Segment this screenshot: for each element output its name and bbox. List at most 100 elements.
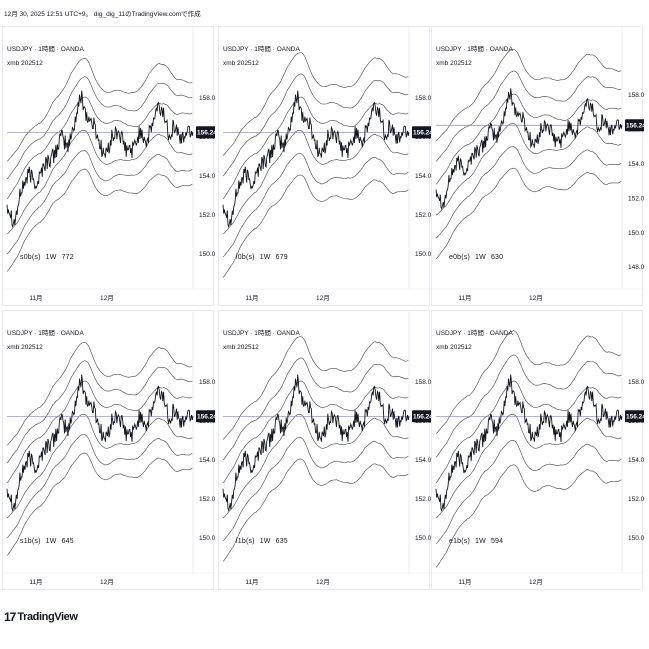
current-price-tag: 156.248 (412, 410, 431, 423)
chart-panel-top-left[interactable]: 158.000156.000154.000152.000150.000156.2… (2, 26, 215, 306)
chart-svg: 158.000156.000154.000152.000150.000156.2… (3, 311, 215, 586)
chart-panel-bottom-middle[interactable]: 158.000156.000154.000152.000150.000156.2… (218, 310, 431, 590)
price-series-line (222, 90, 410, 228)
symbol-label: USDJPY · 1時間 · OANDA (7, 330, 84, 337)
indicator-legend-part: 635 (275, 538, 288, 545)
current-price-tag: 156.248 (625, 410, 644, 423)
chart-panel-bottom-left[interactable]: 158.000156.000154.000152.000150.000156.2… (2, 310, 215, 590)
chart-panel-top-right[interactable]: 158.000156.000154.000152.000150.000148.0… (431, 26, 644, 306)
band-lines (222, 336, 409, 562)
y-tick-label: 150.000 (415, 251, 431, 258)
band-line-lower-1 (222, 413, 409, 519)
indicator-legend-part: 1W (45, 254, 57, 261)
y-tick-label: 152.000 (628, 195, 644, 202)
band-line-upper-3 (222, 52, 409, 156)
band-lines (6, 57, 193, 272)
band-line-lower-1 (6, 413, 193, 519)
current-price-tag: 156.248 (196, 410, 215, 423)
chart-panel-bottom-right[interactable]: 158.000156.000154.000152.000150.000156.2… (431, 310, 644, 590)
band-line-upper-3 (435, 49, 622, 141)
indicator-legend-part: 645 (61, 538, 74, 545)
symbol-label: USDJPY · 1時間 · OANDA (223, 46, 300, 53)
y-tick-label: 158.000 (415, 95, 431, 102)
indicator-legend-part: l1b(s) (236, 538, 255, 545)
indicator-legend-part: 679 (275, 254, 288, 261)
y-tick-label: 152.000 (628, 496, 644, 503)
tradingview-wordmark: TradingView (17, 611, 78, 623)
band-line-lower-3 (6, 168, 193, 272)
price-series-line (6, 374, 194, 512)
current-price-tag-label: 156.248 (626, 414, 644, 421)
y-tick-label: 158.000 (628, 379, 644, 386)
chart-svg: 158.000156.000154.000152.000150.000156.2… (219, 27, 431, 302)
indicator-legend: l0b(s) 1W 679 (236, 254, 293, 261)
y-tick-label: 154.000 (415, 457, 431, 464)
chart-svg: 158.000156.000154.000152.000150.000148.0… (432, 27, 644, 302)
indicator-legend-part: 772 (61, 254, 74, 261)
band-line-lower-3 (435, 464, 622, 568)
tradingview-logo-icon: 17 (4, 610, 16, 624)
y-tick-label: 154.000 (199, 457, 215, 464)
x-tick-label: 11月 (245, 578, 258, 586)
chart-panel-top-middle[interactable]: 158.000156.000154.000152.000150.000156.2… (218, 26, 431, 306)
band-line-upper-2 (435, 70, 622, 162)
y-tick-label: 154.000 (415, 173, 431, 180)
band-line-lower-3 (6, 452, 193, 556)
indicator-legend-part: s0b(s) (20, 254, 41, 261)
band-lines (435, 49, 622, 260)
y-tick-label: 154.000 (199, 173, 215, 180)
symbol-label: USDJPY · 1時間 · OANDA (7, 46, 84, 53)
band-line-upper-2 (435, 354, 622, 458)
x-tick-label: 12月 (529, 294, 543, 302)
band-line-upper-3 (6, 57, 193, 162)
y-tick-label: 152.000 (415, 212, 431, 219)
indicator-subtitle: xmb 202512 (223, 344, 259, 351)
x-tick-label: 12月 (316, 294, 330, 302)
symbol-label: USDJPY · 1時間 · OANDA (436, 330, 513, 337)
band-line-upper-3 (222, 336, 409, 440)
y-tick-label: 150.000 (628, 535, 644, 542)
indicator-legend-part: 1W (259, 538, 271, 545)
x-tick-label: 12月 (316, 578, 330, 586)
indicator-legend: e1b(s) 1W 594 (449, 538, 508, 545)
indicator-subtitle: xmb 202512 (7, 344, 43, 351)
symbol-label: USDJPY · 1時間 · OANDA (223, 330, 300, 337)
band-lines (6, 341, 193, 556)
indicator-legend: s1b(s) 1W 645 (20, 538, 79, 545)
indicator-legend-part: 1W (475, 254, 486, 261)
band-line-lower-3 (222, 174, 409, 278)
current-price-tag: 156.248 (625, 119, 644, 132)
current-price-tag-label: 156.248 (413, 130, 431, 137)
chart-grid: 158.000156.000154.000152.000150.000156.2… (0, 20, 649, 590)
band-line-lower-1 (435, 123, 622, 216)
y-tick-label: 158.000 (199, 379, 215, 386)
indicator-subtitle: xmb 202512 (436, 60, 472, 67)
x-tick-label: 12月 (100, 294, 114, 302)
band-line-upper-1 (222, 380, 409, 484)
band-line-lower-3 (435, 167, 622, 260)
band-line-lower-2 (222, 437, 409, 542)
chart-svg: 158.000156.000154.000152.000150.000156.2… (432, 311, 644, 586)
indicator-subtitle: xmb 202512 (7, 60, 43, 67)
band-line-lower-1 (6, 129, 193, 235)
y-tick-label: 148.000 (628, 264, 644, 271)
x-tick-label: 11月 (458, 294, 471, 302)
indicator-legend-part: 1W (259, 254, 271, 261)
current-price-tag-label: 156.248 (197, 130, 215, 137)
y-tick-label: 152.000 (415, 496, 431, 503)
x-tick-label: 11月 (29, 578, 42, 586)
indicator-legend-part: 1W (475, 538, 486, 545)
symbol-label: USDJPY · 1時間 · OANDA (436, 46, 513, 53)
tradingview-brand: 17 TradingView (4, 610, 78, 624)
y-tick-label: 150.000 (199, 535, 215, 542)
indicator-legend: l1b(s) 1W 635 (236, 538, 293, 545)
band-line-lower-1 (222, 129, 409, 235)
price-series-line (6, 90, 194, 228)
indicator-legend-part: 630 (490, 254, 504, 261)
y-tick-label: 152.000 (199, 212, 215, 219)
y-tick-label: 158.000 (199, 95, 215, 102)
y-tick-label: 150.000 (415, 535, 431, 542)
chart-svg: 158.000156.000154.000152.000150.000156.2… (219, 311, 431, 586)
band-line-upper-2 (6, 360, 193, 464)
band-lines (435, 330, 622, 568)
